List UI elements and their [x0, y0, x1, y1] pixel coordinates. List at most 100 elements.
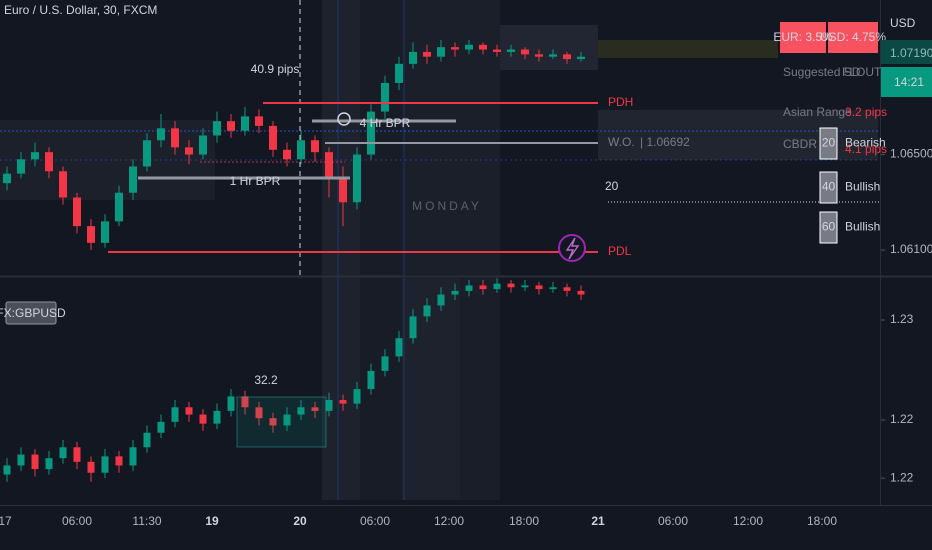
candle-body: [59, 447, 67, 459]
price-tag-box: [881, 40, 932, 64]
bpr-label: 4 Hr BPR: [360, 116, 411, 130]
lower-candles: [3, 278, 585, 482]
candle-body: [535, 285, 543, 290]
range-box: [236, 396, 327, 448]
candle-body: [339, 400, 347, 404]
candle-body: [325, 152, 333, 179]
candle-body: [87, 461, 95, 473]
currency: USD: [890, 16, 916, 30]
candle-body: [311, 407, 319, 411]
candle-body: [409, 316, 417, 339]
info-value: 3.2 pips: [845, 105, 887, 119]
candle-body: [465, 44, 473, 50]
candle-body: [549, 54, 557, 57]
candle-body: [157, 128, 165, 141]
candle-body: [129, 166, 137, 193]
candle-body: [255, 407, 263, 419]
candle-body: [185, 407, 193, 415]
weekly-open-label: W.O.: [608, 135, 635, 149]
countdown: 14:21: [894, 75, 924, 89]
info-value: 4.1 pips: [845, 142, 887, 156]
info-label: FLOUT: [842, 65, 882, 79]
candle-body: [577, 290, 585, 295]
candle-body: [157, 421, 165, 433]
candle-body: [535, 54, 543, 57]
range-shade: [0, 120, 215, 200]
y-tick-label: 1.06500: [890, 147, 932, 161]
candle-body: [115, 456, 123, 466]
alert-bolt: [565, 237, 580, 260]
candle-body: [269, 418, 277, 426]
bias-button[interactable]: [819, 171, 838, 204]
candle-body: [395, 338, 403, 357]
candle-body: [87, 226, 95, 243]
y-tick-label: 1.23: [890, 312, 914, 326]
candle-body: [3, 465, 11, 475]
candle-body: [423, 51, 431, 57]
candle-body: [437, 294, 445, 306]
candle-body: [577, 56, 585, 60]
candle-body: [409, 51, 417, 64]
candle-body: [493, 49, 501, 52]
candle-body: [199, 414, 207, 424]
candle-body: [115, 192, 123, 222]
candle-body: [367, 111, 375, 155]
candle-body: [255, 116, 263, 126]
button-period: 60: [822, 220, 836, 234]
candle-body: [479, 44, 487, 50]
candle-body: [563, 287, 571, 291]
rate-box: [828, 22, 878, 53]
candle-body: [521, 285, 529, 288]
session-label: MONDAY: [412, 199, 482, 213]
symbol-box: [5, 301, 57, 325]
button-bias: Bearish: [845, 136, 886, 150]
candle-body: [283, 414, 291, 426]
candle-body: [283, 149, 291, 160]
candle-body: [269, 125, 277, 150]
rate-box: [780, 22, 826, 53]
range-shade: [500, 25, 598, 70]
weekly-open-price: | 1.06692: [640, 135, 690, 149]
bias-button[interactable]: [819, 127, 838, 160]
usd-rate: USD: 4.75%: [820, 30, 886, 44]
candle-body: [395, 63, 403, 83]
candle-body: [45, 458, 53, 470]
candle-body: [31, 454, 39, 470]
candle-body: [59, 171, 67, 198]
y-tick-label: 1.06100: [890, 242, 932, 256]
candle-body: [3, 173, 11, 184]
info-label: Asian Range: [783, 105, 852, 119]
candle-body: [45, 152, 53, 172]
candle-body: [437, 47, 445, 57]
candle-body: [451, 47, 459, 50]
bias-button[interactable]: [819, 211, 838, 244]
candle-body: [311, 140, 319, 153]
time-axis: 17 06:00 11:30 19 20 06:00 12:00 18:00 21 06:00 12…: [0, 514, 837, 528]
candle-body: [17, 159, 25, 174]
candle-body: [339, 178, 347, 203]
bias-buttons: 20 Bearish 40 Bullish 60 Bullish: [819, 127, 886, 244]
pdh-label: PDH: [608, 95, 633, 109]
candle-body: [31, 152, 39, 160]
x-tick-label: 20: [293, 514, 307, 528]
range-label: 32.2: [254, 373, 278, 387]
alert-icon: [558, 234, 586, 262]
candle-body: [129, 447, 137, 466]
candle-body: [227, 396, 235, 411]
candle-body: [297, 140, 305, 160]
candle-body: [213, 410, 221, 424]
candle-body: [171, 407, 179, 422]
candle-body: [353, 389, 361, 404]
candle-body: [521, 49, 529, 55]
candle-body: [213, 121, 221, 136]
candle-body: [507, 283, 515, 288]
x-tick-label: 06:00: [658, 514, 688, 528]
x-tick-label: 18:00: [509, 514, 539, 528]
chart-title: Euro / U.S. Dollar, 30, FXCM: [4, 3, 157, 17]
session-shade: [322, 0, 360, 500]
candle-body: [101, 221, 109, 243]
x-tick-label: 17: [0, 514, 12, 528]
info-label: CBDR: [783, 137, 817, 151]
candle-body: [325, 400, 333, 411]
countdown-box: [881, 67, 932, 97]
